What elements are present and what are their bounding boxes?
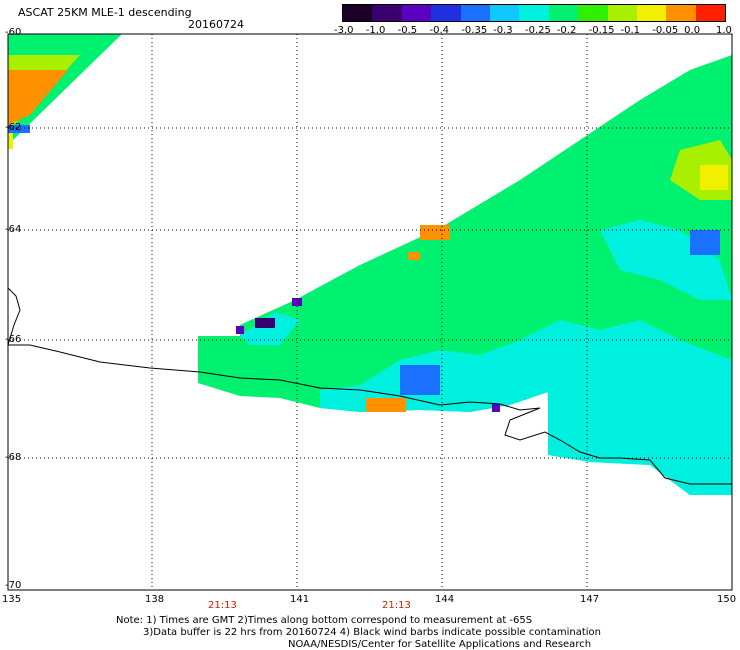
color-scale-label: -0.05 [652,25,679,36]
color-scale-label: -0.35 [461,25,488,36]
color-scale-label: -3.0 [334,25,354,36]
product-title: ASCAT 25KM MLE-1 descending [18,6,192,19]
color-scale-label: -0.1 [620,25,641,36]
lat-label-62: -62 [5,122,22,133]
color-scale-label: -0.25 [525,25,551,36]
color-scale-segment [460,5,490,21]
color-scale-segment [666,5,696,21]
color-scale-segment [431,5,461,21]
color-scale-label: -0.2 [556,25,577,36]
note-line-2: 3)Data buffer is 22 hrs from 20160724 4)… [143,627,601,638]
color-scale-label: -0.4 [429,25,450,36]
time-label-1: 21:13 [208,600,237,611]
product-date: 20160724 [188,18,244,31]
color-scale-segment [519,5,549,21]
color-scale-segment [372,5,402,21]
lon-label-144: 144 [435,594,455,605]
wind-swath-corner [8,34,122,149]
color-scale-segment [548,5,579,21]
lon-label-150: 150 [717,594,737,605]
lon-label-141: 141 [290,594,310,605]
color-scale-segment [636,5,667,21]
color-scale-label: -0.3 [493,25,513,36]
time-label-2: 21:13 [382,600,411,611]
color-scale-label: 0.0 [684,25,701,36]
color-scale-segment [401,5,432,21]
lat-label-60: -60 [5,27,22,38]
lon-label-138: 138 [145,594,165,605]
color-scale-segment [695,5,726,21]
lat-label-68: -68 [5,452,22,463]
wind-swath-main [198,55,732,495]
color-scale-label: -0.5 [397,25,418,36]
color-scale-labels: -3.0 -1.0 -0.5 -0.4 -0.35 -0.3 -0.25 -0.2 -0.15-… [330,25,735,39]
lat-label-66: -66 [5,334,22,345]
map-frame [7,33,733,591]
color-scale-label: -1.0 [365,25,386,36]
color-scale-segment [578,5,608,21]
lat-label-70: -70 [5,580,22,591]
color-scale-segment [607,5,637,21]
coastline [7,287,732,485]
lat-label-64: -64 [5,224,22,235]
graticule [8,34,732,590]
color-scale-label: 1.0 [716,25,732,36]
color-scale-label: -0.15 [588,25,615,36]
note-line-1: Note: 1) Times are GMT 2)Times along bot… [116,615,533,626]
color-scale-segment [343,5,373,21]
credit-line: NOAA/NESDIS/Center for Satellite Applica… [288,639,592,650]
color-scale-bar [342,4,726,22]
lon-label-135: 135 [2,594,22,605]
lon-label-147: 147 [580,594,600,605]
color-scale-segment [489,5,520,21]
